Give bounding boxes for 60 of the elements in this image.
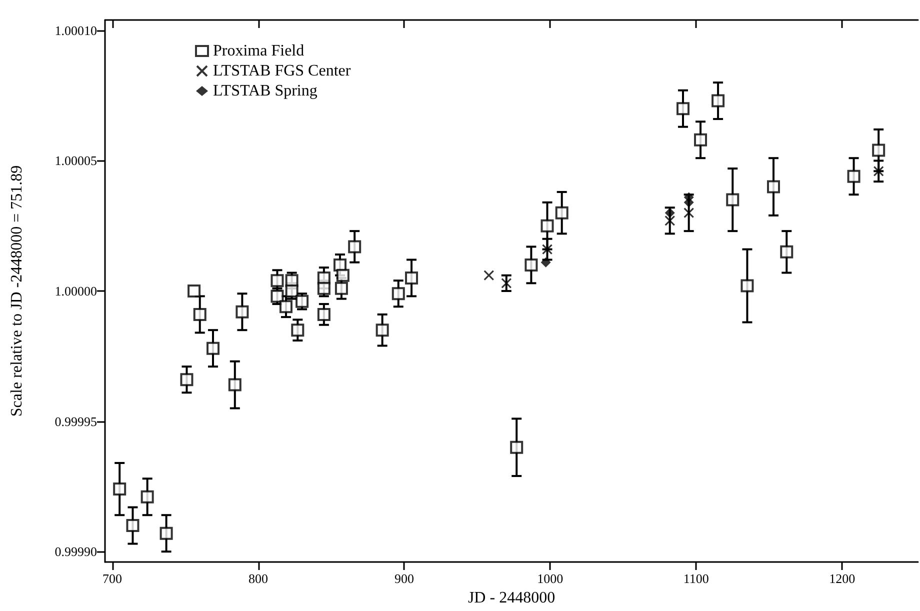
point bbox=[348, 240, 362, 254]
y-tick-label: 0.99990 bbox=[54, 544, 97, 560]
x-tick-label: 800 bbox=[248, 571, 268, 586]
point bbox=[236, 305, 249, 318]
point bbox=[193, 308, 206, 321]
point bbox=[336, 268, 350, 282]
legend-label: LTSTAB Spring bbox=[213, 82, 318, 100]
point bbox=[684, 208, 694, 218]
point bbox=[317, 282, 330, 295]
point bbox=[740, 279, 754, 292]
y-tick-label: 0.99995 bbox=[54, 414, 97, 429]
x-tick-label: 1200 bbox=[829, 571, 856, 586]
point bbox=[501, 278, 512, 288]
point bbox=[684, 197, 694, 208]
point bbox=[206, 342, 220, 355]
x-tick-label: 1000 bbox=[537, 571, 564, 586]
point bbox=[188, 284, 201, 298]
point bbox=[664, 208, 675, 218]
point bbox=[279, 300, 292, 314]
point bbox=[126, 519, 140, 532]
point bbox=[664, 215, 676, 226]
point bbox=[140, 490, 154, 504]
point bbox=[317, 308, 330, 321]
point bbox=[767, 180, 780, 194]
point bbox=[180, 373, 194, 386]
point bbox=[872, 144, 886, 157]
point bbox=[780, 245, 794, 258]
x-tick-label: 900 bbox=[394, 571, 414, 586]
point bbox=[484, 270, 494, 281]
point bbox=[540, 219, 554, 232]
point bbox=[296, 294, 309, 308]
y-tick-label: 1.00010 bbox=[54, 22, 97, 38]
point bbox=[160, 526, 173, 540]
y-axis-title: Scale relative to JD -2448000 = 751.89 bbox=[8, 165, 26, 417]
point bbox=[873, 166, 884, 176]
point bbox=[376, 324, 389, 337]
x-tick-label: 1100 bbox=[683, 571, 709, 586]
x-tick-label: 700 bbox=[102, 571, 122, 586]
point bbox=[847, 170, 860, 183]
point bbox=[540, 257, 551, 268]
point bbox=[405, 271, 418, 284]
point bbox=[392, 287, 405, 300]
point bbox=[334, 282, 348, 295]
point bbox=[726, 193, 740, 206]
legend-label: LTSTAB FGS Center bbox=[213, 62, 352, 80]
point bbox=[524, 258, 538, 272]
point bbox=[712, 94, 725, 108]
x-axis-title: JD - 2448000 bbox=[468, 590, 556, 606]
point bbox=[542, 244, 553, 255]
y-tick-label: 1.00005 bbox=[54, 153, 97, 168]
point bbox=[510, 440, 524, 454]
legend-label: Proxima Field bbox=[213, 42, 304, 60]
point bbox=[694, 133, 708, 146]
point bbox=[113, 482, 126, 496]
point bbox=[555, 206, 568, 220]
point bbox=[228, 378, 242, 392]
y-tick-label: 1.00000 bbox=[54, 284, 97, 298]
point bbox=[676, 102, 690, 116]
point bbox=[285, 284, 298, 298]
point bbox=[291, 324, 304, 337]
